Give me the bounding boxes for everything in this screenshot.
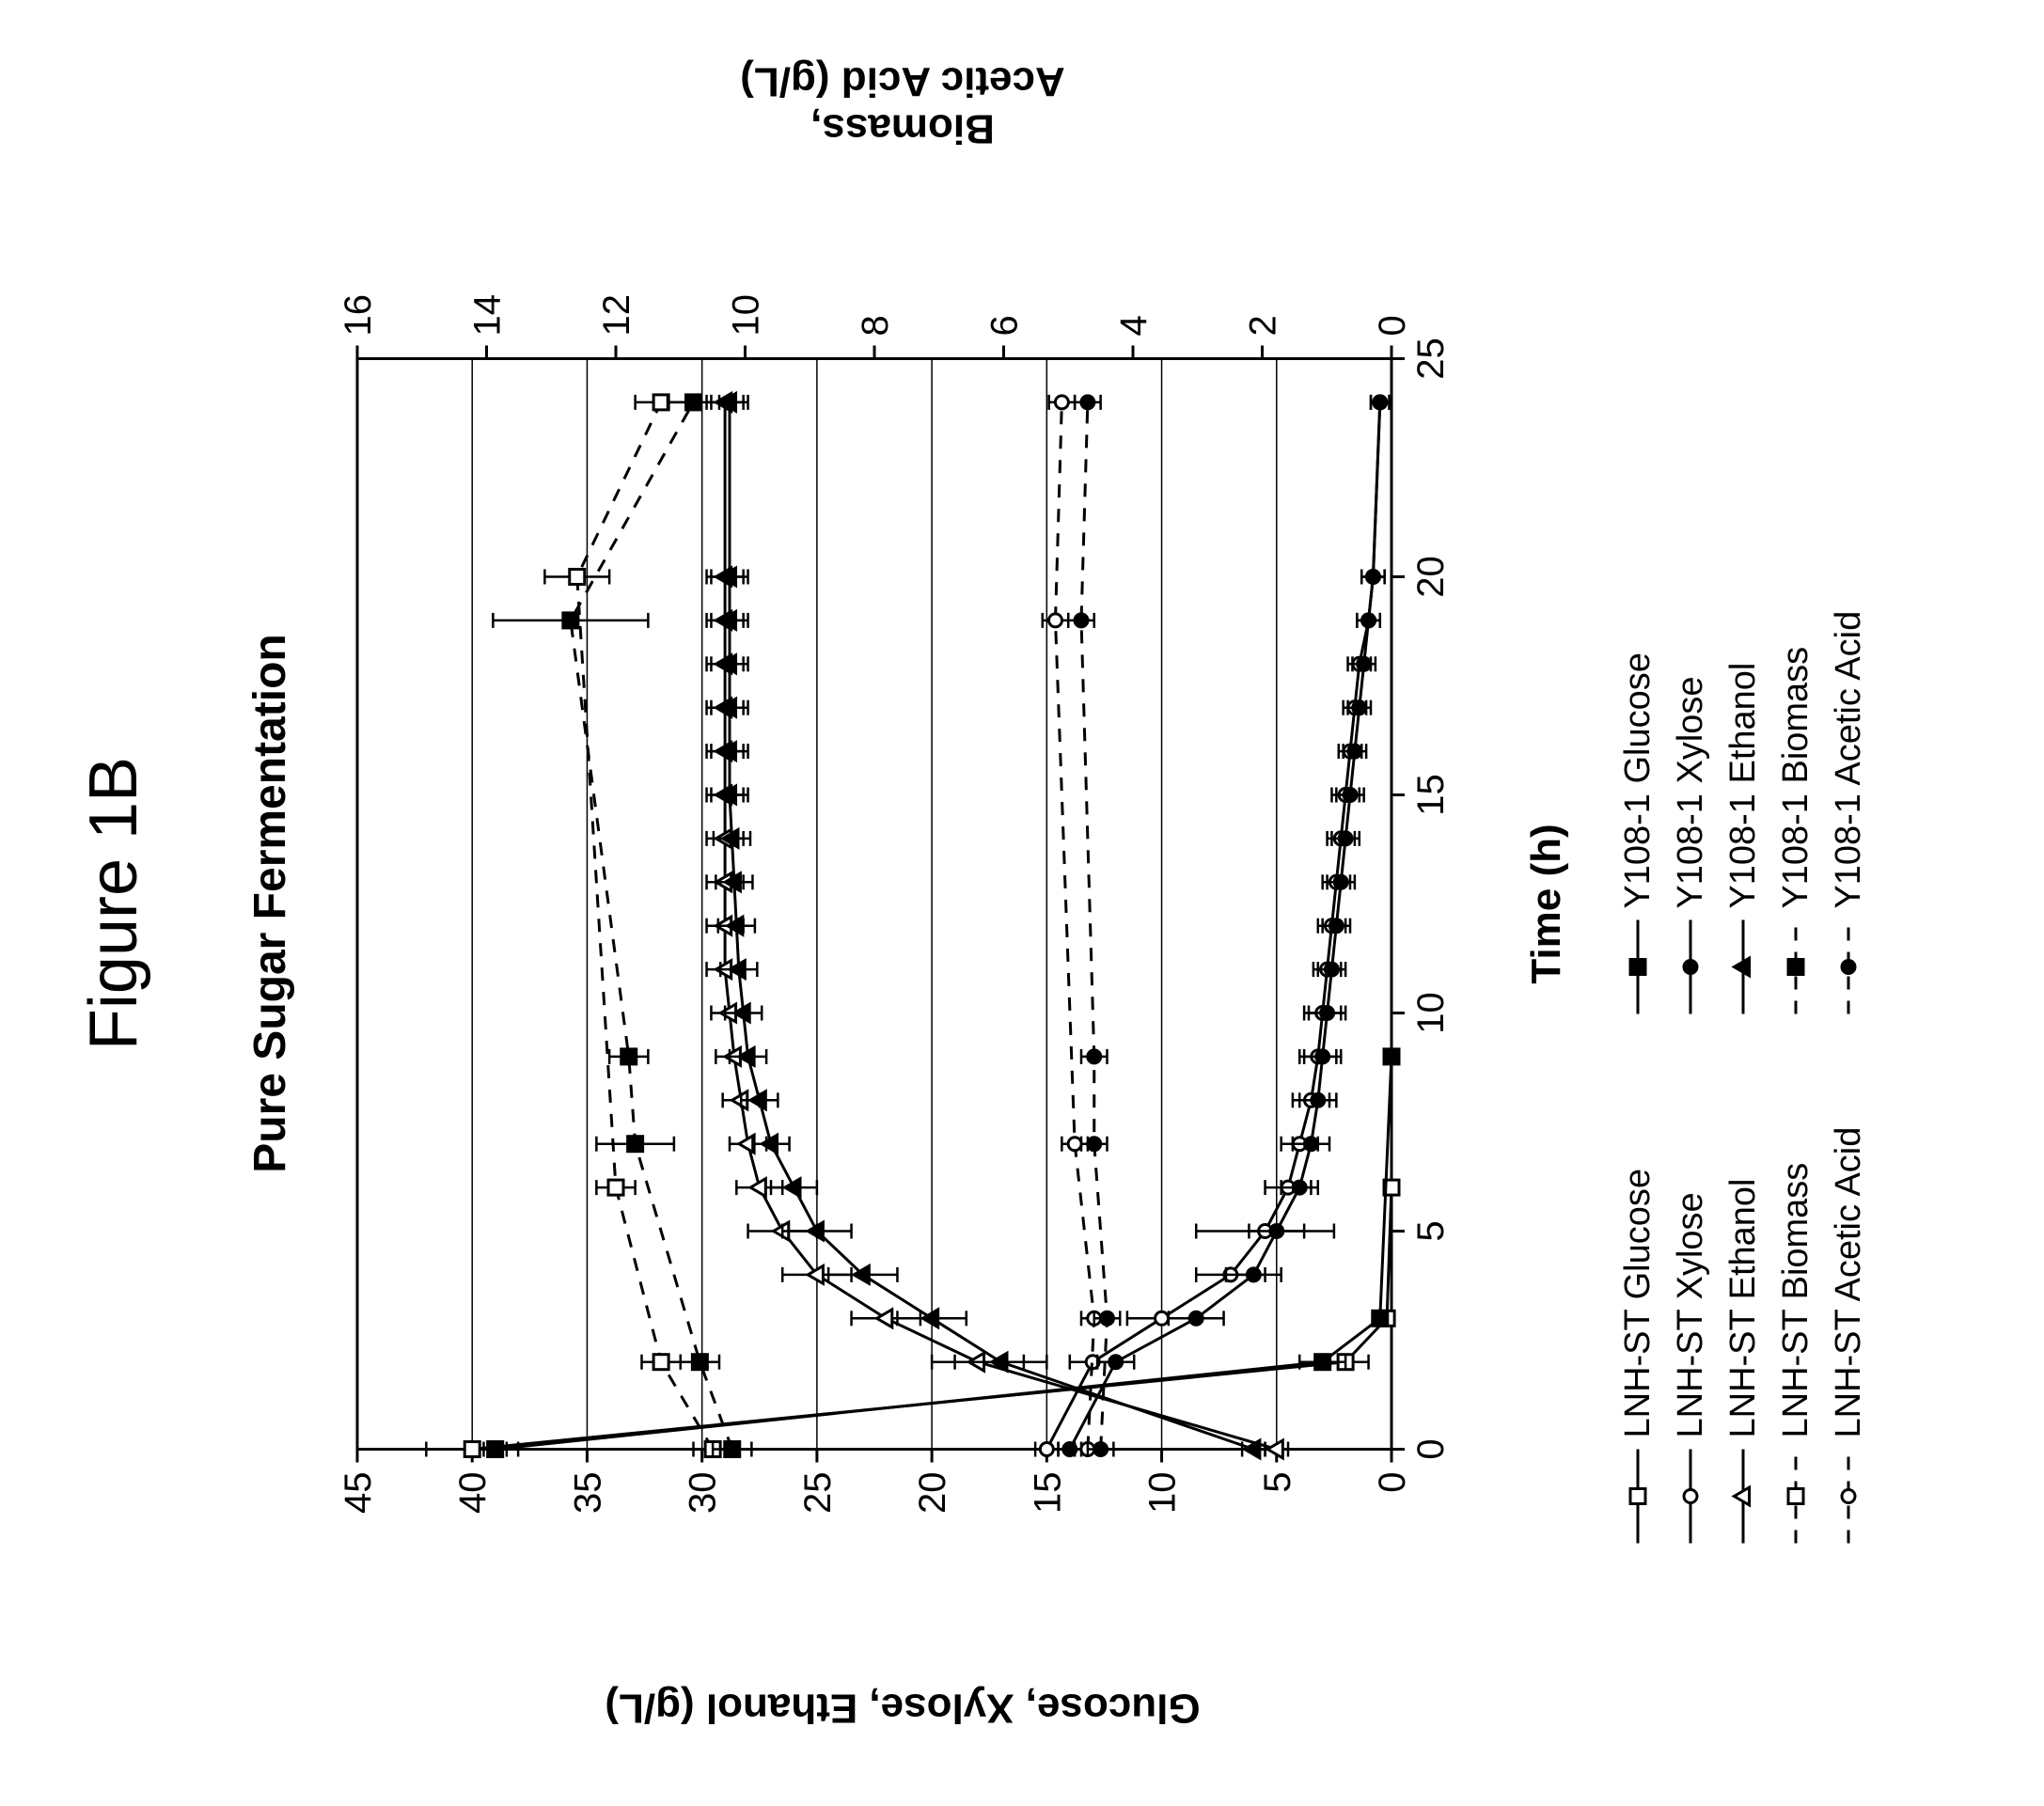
svg-text:12: 12 (596, 294, 637, 337)
legend-swatch (1782, 919, 1810, 1013)
chart-svg: 0510152025051015202530354045024681012141… (338, 264, 1467, 1543)
plot-area: 0510152025051015202530354045024681012141… (338, 264, 1467, 1543)
legend-label: LNH-ST Biomass (1776, 1162, 1816, 1437)
legend-item: Y108-1 Glucose (1617, 610, 1659, 1013)
svg-text:5: 5 (1257, 1471, 1298, 1492)
legend-label: LNH-ST Ethanol (1723, 1178, 1764, 1437)
svg-text:15: 15 (1410, 774, 1452, 816)
legend-item: Y108-1 Acetic Acid (1828, 610, 1869, 1013)
svg-text:0: 0 (1372, 315, 1413, 336)
legend-label: LNH-ST Xylose (1671, 1192, 1711, 1437)
svg-text:16: 16 (338, 294, 379, 337)
svg-text:20: 20 (1410, 556, 1452, 598)
svg-text:2: 2 (1243, 315, 1284, 336)
svg-text:25: 25 (797, 1471, 839, 1514)
legend-item: Y108-1 Biomass (1775, 610, 1816, 1013)
legend-swatch (1676, 1449, 1705, 1543)
left-y-axis-label: Glucose, Xylose, Ethanol (g/L) (338, 1674, 1467, 1731)
x-axis-label: Time (h) (1523, 264, 1570, 1543)
svg-text:0: 0 (1410, 1438, 1452, 1459)
legend-item: LNH-ST Biomass (1775, 1126, 1816, 1543)
legend-label: LNH-ST Glucose (1618, 1168, 1659, 1437)
legend-swatch (1834, 919, 1863, 1013)
legend-column: Y108-1 Glucose Y108-1 Xylose Y108-1 Ethano… (1617, 610, 1869, 1013)
svg-text:25: 25 (1410, 338, 1452, 380)
legend-label: Y108-1 Biomass (1776, 646, 1816, 908)
svg-text:20: 20 (912, 1471, 953, 1514)
page: Figure 1B Pure Sugar Fermentation 0 5 10 15… (0, 0, 2044, 1806)
svg-text:15: 15 (1027, 1471, 1068, 1514)
svg-text:30: 30 (683, 1471, 724, 1514)
svg-text:0: 0 (1372, 1471, 1413, 1492)
svg-text:8: 8 (855, 315, 896, 336)
legend-item: LNH-ST Xylose (1670, 1126, 1711, 1543)
svg-text:10: 10 (1142, 1471, 1184, 1514)
legend-swatch (1624, 919, 1652, 1013)
svg-text:14: 14 (467, 294, 509, 337)
legend-label: Y108-1 Xylose (1671, 676, 1711, 908)
legend-item: Y108-1 Xylose (1670, 610, 1711, 1013)
rotated-content: Figure 1B Pure Sugar Fermentation 0 5 10 15… (0, 0, 2044, 1806)
legend-swatch (1782, 1449, 1810, 1543)
legend-item: Y108-1 Ethanol (1722, 610, 1764, 1013)
right-y-axis-label: Biomass, Acetic Acid (g/L) (338, 39, 1467, 151)
legend-label: Y108-1 Glucose (1618, 652, 1659, 909)
svg-text:10: 10 (1410, 992, 1452, 1034)
figure-label: Figure 1B (75, 0, 152, 1806)
chart-title: Pure Sugar Fermentation (244, 0, 296, 1806)
legend-swatch (1729, 1449, 1757, 1543)
svg-text:45: 45 (338, 1471, 379, 1514)
legend: LNH-ST Glucose LNH-ST Xylose LNH-ST Ethano… (1617, 264, 1869, 1543)
legend-label: Y108-1 Acetic Acid (1829, 610, 1869, 908)
svg-text:10: 10 (726, 294, 767, 337)
legend-item: LNH-ST Glucose (1617, 1126, 1659, 1543)
legend-item: LNH-ST Ethanol (1722, 1126, 1764, 1543)
legend-column: LNH-ST Glucose LNH-ST Xylose LNH-ST Ethano… (1617, 1126, 1869, 1543)
legend-swatch (1624, 1449, 1652, 1543)
legend-swatch (1729, 919, 1757, 1013)
legend-swatch (1676, 919, 1705, 1013)
svg-text:4: 4 (1113, 315, 1155, 336)
svg-text:6: 6 (984, 315, 1026, 336)
svg-text:5: 5 (1410, 1220, 1452, 1241)
legend-label: LNH-ST Acetic Acid (1829, 1126, 1869, 1437)
svg-text:40: 40 (452, 1471, 494, 1514)
svg-text:35: 35 (567, 1471, 608, 1514)
legend-label: Y108-1 Ethanol (1723, 662, 1764, 908)
legend-swatch (1834, 1449, 1863, 1543)
legend-item: LNH-ST Acetic Acid (1828, 1126, 1869, 1543)
